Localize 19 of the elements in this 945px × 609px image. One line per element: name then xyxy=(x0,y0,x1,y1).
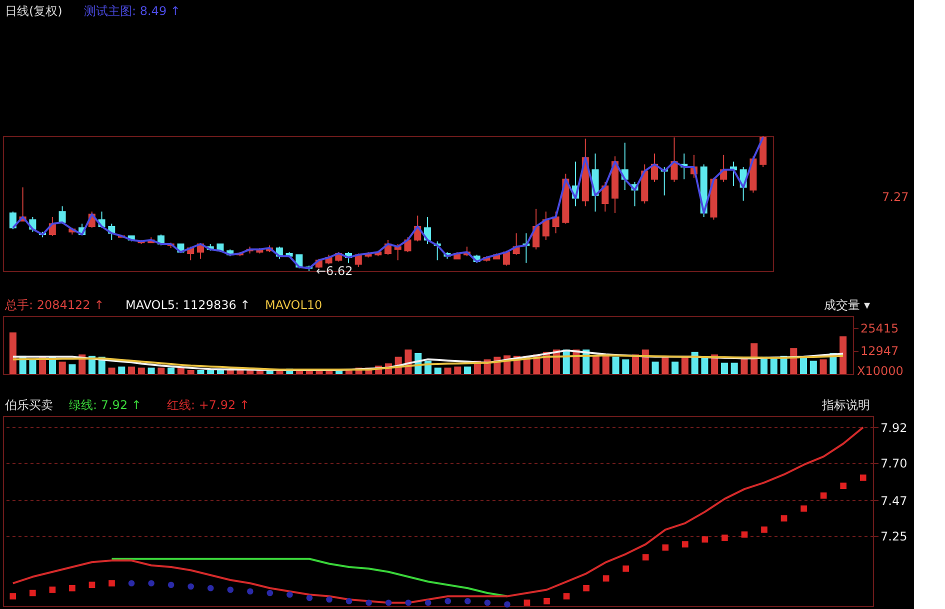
y-tick-label: 12947 xyxy=(860,344,899,358)
text: 成交量 ▾ xyxy=(824,298,870,312)
series-label: 总手: 2084122 ↑ xyxy=(4,298,104,312)
text: MAVOL10 xyxy=(265,298,322,312)
chart-title: 伯乐买卖 xyxy=(4,398,53,412)
chart-title: 日线(复权) xyxy=(5,4,62,18)
text: 7.27 xyxy=(882,190,909,204)
y-tick-label: 7.92 xyxy=(880,420,908,435)
text: MAVOL5: 1129836 ↑ xyxy=(126,298,250,312)
annotation: ←6.62 xyxy=(316,264,353,278)
text: 红线: +7.92 ↑ xyxy=(167,398,250,412)
y-tick-label: 7.47 xyxy=(880,494,908,508)
y-tick-label: 7.25 xyxy=(880,530,908,544)
text: 绿线: 7.92 ↑ xyxy=(69,398,142,412)
text: 测试主图: 8.49 ↑ xyxy=(84,4,180,18)
text: X10000 xyxy=(857,364,904,378)
text: 指标说明 xyxy=(821,398,870,412)
y-tick-label: 25415 xyxy=(860,321,899,336)
y-tick-label: 7.70 xyxy=(880,456,908,471)
